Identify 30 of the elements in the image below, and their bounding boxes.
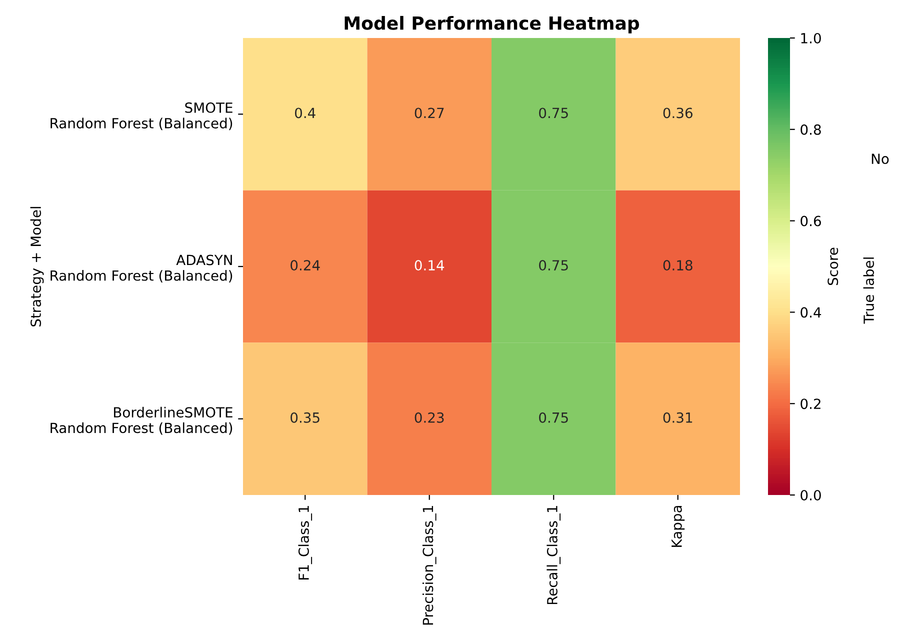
color-bar-label: 0.2 <box>800 398 820 410</box>
data-label: 0.23 <box>414 412 444 423</box>
data-label: 0.35 <box>290 412 320 423</box>
y-tick-label: BorderlineSMOTE Random Forest (Balanced) <box>50 406 232 435</box>
y-tick-label: SMOTE Random Forest (Balanced) <box>50 102 232 130</box>
data-label: 0.24 <box>290 260 320 271</box>
chart-title: Model Performance Heatmap <box>344 16 640 34</box>
data-label: 0.75 <box>539 108 568 118</box>
x-tick-label: F1_Class_1 <box>298 506 312 580</box>
data-label: 0.75 <box>539 260 568 271</box>
data-label: 0.27 <box>414 108 444 118</box>
data-label: 0.4 <box>294 108 316 118</box>
text: True label <box>863 258 874 324</box>
x-tick-label: Precision_Class_1 <box>422 506 436 625</box>
x-tick-label: Recall_Class_1 <box>546 506 561 604</box>
y-tick-label: ADASYN Random Forest (Balanced) <box>50 254 232 282</box>
color-bar-label: 1.0 <box>801 32 821 44</box>
color-bar-label: 0.8 <box>800 124 821 135</box>
color-bar-label: 0.4 <box>800 307 822 318</box>
color-bar-title: Score <box>828 248 838 286</box>
data-label: 0.31 <box>663 412 692 423</box>
x-tick-label: Kappa <box>672 506 685 547</box>
y-axis-title: Strategy + Model <box>30 206 44 326</box>
data-label: 0.14 <box>414 260 444 271</box>
data-label: 0.75 <box>539 412 568 423</box>
data-label: 0.18 <box>663 260 692 271</box>
color-bar-label: 0.0 <box>800 490 821 500</box>
data-label: 0.36 <box>663 108 692 118</box>
text: No <box>872 154 889 164</box>
color-bar-label: 0.6 <box>800 216 821 226</box>
